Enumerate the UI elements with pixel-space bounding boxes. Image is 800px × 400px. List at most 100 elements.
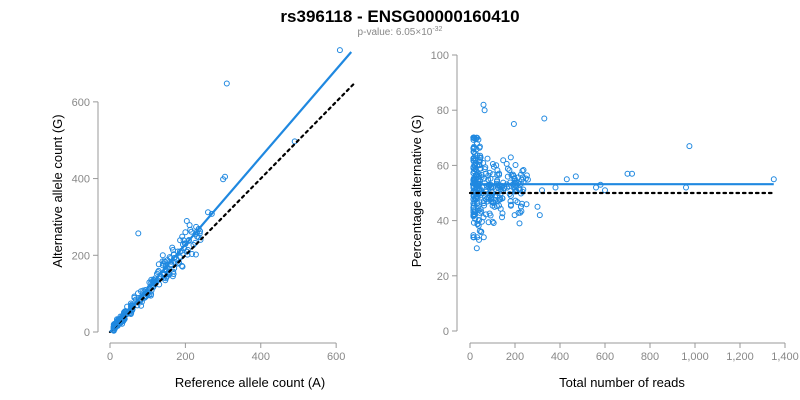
right-point: [484, 155, 491, 162]
right-point: [515, 174, 522, 181]
right-point: [470, 219, 477, 226]
left-point: [142, 287, 149, 293]
right-point: [470, 145, 477, 152]
right-x-tick-label: 1,400: [771, 351, 799, 363]
right-point: [507, 154, 514, 161]
right-point: [470, 148, 477, 155]
right-point: [552, 184, 559, 191]
right-y-axis-label: Percentage alternative (G): [409, 115, 424, 267]
right-y-axis: 0 20 40 60 80 100: [431, 50, 458, 338]
right-point: [770, 176, 777, 183]
right-point: [472, 195, 479, 202]
left-x-tick-label: 0: [107, 351, 113, 363]
right-point: [470, 134, 477, 141]
right-point: [511, 175, 518, 182]
left-y-axis-label: Alternative allele count (G): [50, 114, 65, 267]
right-point: [490, 220, 497, 226]
right-y-tick-label: 0: [443, 326, 449, 338]
left-fit-line: [109, 51, 353, 333]
left-point: [336, 47, 343, 54]
right-point: [470, 234, 477, 241]
left-x-tick-label: 200: [176, 351, 194, 363]
left-point: [159, 262, 166, 269]
right-point: [476, 217, 482, 224]
right-point: [503, 160, 510, 167]
right-point: [476, 161, 483, 168]
right-point: [489, 198, 496, 205]
left-y-tick-label: 0: [84, 327, 90, 339]
right-x-tick-label: 0: [467, 351, 473, 363]
right-point: [489, 161, 496, 167]
right-point: [486, 169, 493, 176]
right-x-tick-label: 1,000: [681, 351, 709, 363]
right-point: [602, 187, 608, 194]
right-x-tick-label: 600: [596, 351, 614, 363]
right-x-tick-label: 200: [506, 351, 524, 363]
left-point: [170, 247, 176, 253]
percentage-alternative-scatter-panel: 0 200 400 600 800 1,000 1,200 1,400 0 20 40 60 80 100: [431, 50, 799, 363]
right-point: [519, 167, 526, 174]
right-point: [500, 157, 507, 164]
pvalue-text: p-value: 6.05×10: [358, 27, 433, 38]
right-point: [536, 212, 543, 219]
left-point: [179, 233, 186, 240]
left-point: [188, 228, 195, 235]
right-point: [489, 202, 496, 209]
right-point: [493, 203, 500, 209]
right-y-tick-label: 60: [437, 160, 449, 172]
left-point: [182, 229, 189, 236]
right-y-tick-label: 100: [431, 50, 449, 62]
left-point: [223, 80, 230, 87]
right-point: [473, 245, 480, 252]
right-point: [534, 203, 541, 210]
left-point: [131, 293, 138, 300]
left-point: [195, 226, 202, 233]
right-point: [485, 176, 492, 183]
right-point: [516, 220, 523, 227]
right-x-tick-label: 1,200: [726, 351, 754, 363]
right-point: [629, 170, 635, 177]
right-point: [499, 195, 506, 202]
right-point: [470, 165, 477, 172]
right-point: [686, 143, 693, 150]
right-point: [520, 167, 527, 173]
right-point: [504, 165, 511, 172]
figure-title: rs396118 - ENSG00000160410: [280, 7, 519, 26]
left-point: [162, 277, 169, 284]
right-point: [472, 188, 479, 195]
right-point: [480, 101, 487, 108]
right-point: [470, 232, 477, 239]
right-point: [472, 186, 479, 193]
right-point: [683, 184, 689, 191]
left-point: [178, 262, 185, 269]
left-reference-line: [108, 81, 357, 334]
right-point: [508, 201, 514, 208]
allele-count-scatter-panel: 0 200 400 600 0 200 400 600: [72, 47, 357, 363]
right-point: [471, 200, 478, 207]
right-y-tick-label: 20: [437, 271, 449, 283]
left-point: [147, 292, 154, 299]
right-point: [593, 184, 599, 191]
right-point: [499, 214, 505, 221]
right-point: [470, 213, 477, 220]
left-x-axis-label: Reference allele count (A): [175, 375, 325, 390]
right-x-tick-label: 800: [641, 351, 659, 363]
right-point: [510, 121, 517, 127]
right-y-tick-label: 80: [437, 105, 449, 117]
right-point: [480, 234, 487, 241]
right-point: [511, 176, 518, 182]
right-x-tick-label: 400: [551, 351, 569, 363]
right-point: [481, 202, 488, 209]
right-point: [489, 218, 496, 225]
left-point: [176, 248, 183, 255]
left-y-tick-label: 600: [72, 97, 90, 109]
right-x-axis-label: Total number of reads: [559, 375, 685, 390]
right-point: [478, 229, 484, 235]
right-point: [486, 210, 493, 217]
right-x-axis: 0 200 400 600 800 1,000 1,200 1,400: [467, 342, 799, 363]
right-point: [541, 115, 548, 122]
right-point: [512, 162, 519, 168]
right-point: [481, 107, 488, 114]
right-point: [474, 201, 480, 207]
